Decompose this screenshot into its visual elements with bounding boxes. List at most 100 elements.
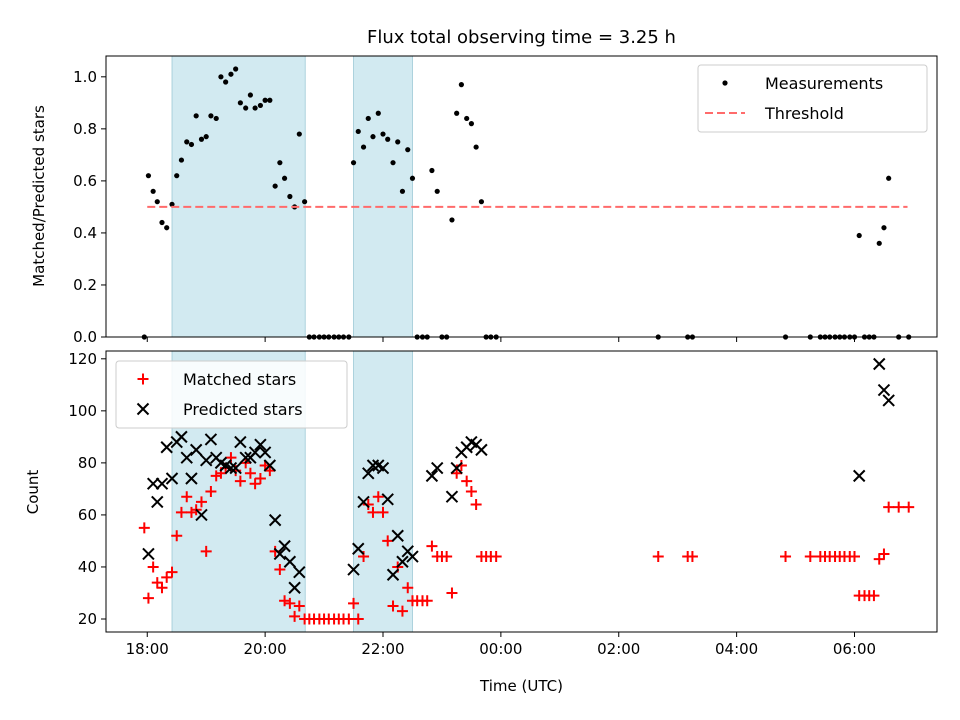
measurement-point <box>429 167 435 174</box>
matched-star-point <box>348 597 360 609</box>
predicted-star-point <box>151 495 164 509</box>
bottom-plot-frame <box>105 350 938 633</box>
matched-star-point <box>686 551 698 563</box>
predicted-star-point <box>224 461 238 475</box>
measurement-point <box>277 160 283 166</box>
measurement-point <box>228 71 234 77</box>
matched-star-point <box>426 540 438 552</box>
matched-star-point <box>166 566 178 578</box>
predicted-star-point <box>396 555 409 568</box>
matched-star-point <box>264 465 276 477</box>
predicted-star-point <box>352 542 365 555</box>
chart-title: Flux total observing time = 3.25 h <box>367 27 676 48</box>
measurement-point <box>478 199 485 205</box>
measurement-point <box>856 232 862 239</box>
measurement-point <box>375 110 381 116</box>
measurement-point <box>169 201 175 207</box>
matched-star-point <box>441 551 453 563</box>
observing-window-0 <box>171 55 306 338</box>
count-panel: 20 40 60 80 100 120 18:00 20:00 22:00 00:00 02:00 0… <box>24 350 938 695</box>
measurement-point <box>464 115 470 122</box>
predicted-star-point <box>283 555 297 568</box>
y-tick-label: 40 <box>78 558 97 576</box>
measurement-point <box>886 175 892 181</box>
matched-star-point <box>396 605 408 617</box>
measurement-point <box>876 240 882 246</box>
matched-star-point <box>200 545 212 557</box>
measurement-point <box>272 183 278 189</box>
predicted-star-point <box>273 547 287 561</box>
matched-star-point <box>461 475 473 487</box>
predicted-star-point <box>268 513 282 527</box>
predicted-star-point <box>425 469 439 483</box>
matched-star-point <box>903 501 915 513</box>
measurement-point <box>198 136 205 142</box>
predicted-star-point <box>347 563 360 576</box>
matched-star-point <box>387 600 399 612</box>
predicted-star-point <box>155 477 169 490</box>
predicted-star-point <box>254 438 267 451</box>
matched-star-point <box>382 535 394 547</box>
legend-label: Measurements <box>765 74 883 93</box>
measurement-point <box>257 102 264 109</box>
matched-star-point <box>205 486 217 497</box>
matched-star-point <box>470 499 482 511</box>
matched-star-point <box>254 472 266 484</box>
legend-marker-predicted <box>136 402 150 416</box>
legend-marker-measurements <box>722 80 728 86</box>
measurement-point <box>385 136 391 142</box>
predicted-star-point <box>391 529 404 542</box>
legend-box <box>697 64 928 133</box>
predicted-star-point <box>165 472 179 485</box>
y-tick-label: 120 <box>68 350 97 368</box>
matched-star-point <box>367 506 379 518</box>
measurement-point <box>237 100 243 106</box>
predicted-star-point <box>204 433 218 446</box>
top-y-axis-label: Matched/Predicted stars <box>30 105 48 287</box>
measurement-point <box>380 131 386 137</box>
matched-star-point <box>868 590 880 602</box>
predicted-star-point <box>293 565 306 579</box>
predicted-star-point <box>180 451 193 464</box>
matched-star-point <box>402 582 414 594</box>
predicted-star-point <box>195 508 208 522</box>
predicted-star-point <box>357 495 370 509</box>
predicted-star-point <box>882 394 895 407</box>
measurement-point <box>247 92 253 98</box>
matched-star-point <box>446 587 458 599</box>
legend-label: Predicted stars <box>183 400 303 419</box>
measurement-point <box>154 199 160 205</box>
predicted-star-point <box>873 357 886 371</box>
measurement-point <box>458 82 464 88</box>
matched-star-point <box>234 475 246 487</box>
matched-star-point <box>279 595 291 607</box>
predicted-star-point <box>229 461 242 475</box>
measurement-point <box>188 141 195 148</box>
observing-window-1 <box>353 350 413 633</box>
x-axis-label: Time (UTC) <box>479 677 563 695</box>
x-tick-label: 06:00 <box>833 640 876 658</box>
measurement-point <box>252 105 258 111</box>
measurement-point <box>881 225 887 231</box>
measurement-point <box>302 199 308 205</box>
measurement-point <box>208 113 214 119</box>
y-tick-label: 0.2 <box>73 276 97 294</box>
y-tick-label: 0.6 <box>73 172 97 190</box>
predicted-star-point <box>366 459 380 472</box>
predicted-star-point <box>160 441 173 454</box>
matched-star-point <box>362 499 374 511</box>
measurement-point <box>360 144 367 150</box>
predicted-star-point <box>406 550 419 563</box>
measurement-point <box>296 131 302 137</box>
measurement-point <box>243 105 249 111</box>
matched-star-point <box>352 613 364 625</box>
predicted-star-point <box>386 568 400 581</box>
y-tick-label: 0.4 <box>73 224 97 242</box>
predicted-star-point <box>146 477 160 490</box>
matched-star-point <box>249 478 261 490</box>
matched-star-point <box>138 522 150 534</box>
legend-marker-matched <box>137 373 149 385</box>
measurement-point <box>159 219 165 226</box>
